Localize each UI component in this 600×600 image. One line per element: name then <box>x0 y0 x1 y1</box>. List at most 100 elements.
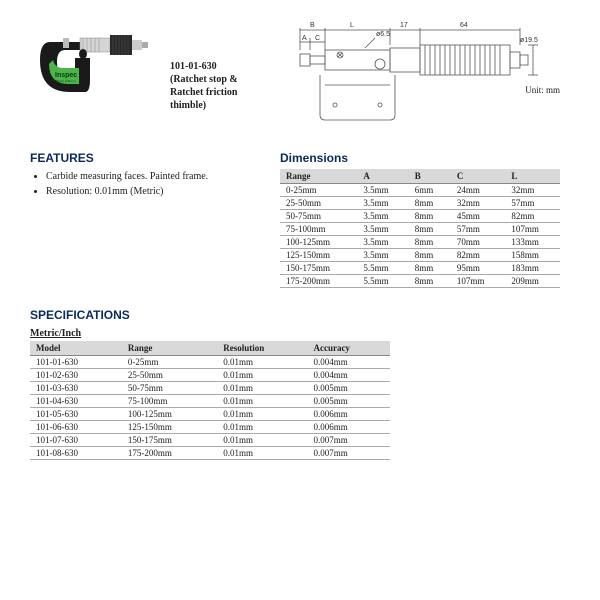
table-cell: 82mm <box>505 210 560 223</box>
specifications-section: SPECIFICATIONS Metric/Inch ModelRangeRes… <box>30 308 570 460</box>
table-cell: 0.006mm <box>307 421 390 434</box>
table-cell: 0.01mm <box>217 382 307 395</box>
specs-table: ModelRangeResolutionAccuracy 101-01-6300… <box>30 341 390 460</box>
table-cell: 57mm <box>451 223 506 236</box>
table-cell: 101-04-630 <box>30 395 122 408</box>
table-cell: 150-175mm <box>122 434 217 447</box>
table-cell: 70mm <box>451 236 506 249</box>
table-cell: 75-100mm <box>280 223 357 236</box>
table-cell: 0.01mm <box>217 421 307 434</box>
table-cell: 175-200mm <box>280 275 357 288</box>
table-cell: 133mm <box>505 236 560 249</box>
table-cell: 8mm <box>409 197 451 210</box>
table-cell: 0.01mm <box>217 369 307 382</box>
table-cell: 3.5mm <box>357 197 408 210</box>
table-cell: 209mm <box>505 275 560 288</box>
table-cell: 0.01mm <box>217 356 307 369</box>
table-cell: 107mm <box>451 275 506 288</box>
svg-text:64: 64 <box>460 22 468 29</box>
table-cell: 8mm <box>409 249 451 262</box>
table-cell: 8mm <box>409 210 451 223</box>
svg-text:B: B <box>310 22 315 29</box>
table-header: Accuracy <box>307 341 390 356</box>
micrometer-icon: Inspec 0-25mm 0.01mm <box>35 20 155 100</box>
model-number: 101-01-630 <box>170 60 270 73</box>
table-header: B <box>409 169 451 184</box>
table-header: Resolution <box>217 341 307 356</box>
table-cell: 8mm <box>409 223 451 236</box>
table-cell: 82mm <box>451 249 506 262</box>
table-cell: 101-05-630 <box>30 408 122 421</box>
table-row: 101-08-630175-200mm0.01mm0.007mm <box>30 447 390 460</box>
table-header: Model <box>30 341 122 356</box>
table-row: 101-06-630125-150mm0.01mm0.006mm <box>30 421 390 434</box>
table-cell: 183mm <box>505 262 560 275</box>
table-row: 101-07-630150-175mm0.01mm0.007mm <box>30 434 390 447</box>
table-row: 101-05-630100-125mm0.01mm0.006mm <box>30 408 390 421</box>
table-cell: 101-03-630 <box>30 382 122 395</box>
table-row: 101-02-63025-50mm0.01mm0.004mm <box>30 369 390 382</box>
table-cell: 3.5mm <box>357 210 408 223</box>
product-photo: Inspec 0-25mm 0.01mm <box>30 20 160 133</box>
table-cell: 45mm <box>451 210 506 223</box>
table-cell: 3.5mm <box>357 249 408 262</box>
table-cell: 0.004mm <box>307 369 390 382</box>
table-row: 75-100mm3.5mm8mm57mm107mm <box>280 223 560 236</box>
dimensions-title: Dimensions <box>280 151 570 165</box>
table-cell: 0.01mm <box>217 395 307 408</box>
table-cell: 101-07-630 <box>30 434 122 447</box>
features-title: FEATURES <box>30 151 260 165</box>
table-row: 101-04-63075-100mm0.01mm0.005mm <box>30 395 390 408</box>
svg-text:L: L <box>350 22 354 29</box>
svg-text:ø19.5: ø19.5 <box>520 37 538 44</box>
table-cell: 125-150mm <box>280 249 357 262</box>
table-cell: 25-50mm <box>122 369 217 382</box>
features-section: FEATURES Carbide measuring faces. Painte… <box>30 151 260 288</box>
table-cell: 101-01-630 <box>30 356 122 369</box>
table-cell: 101-06-630 <box>30 421 122 434</box>
table-row: 175-200mm5.5mm8mm107mm209mm <box>280 275 560 288</box>
svg-text:C: C <box>315 35 320 42</box>
table-cell: 0-25mm <box>122 356 217 369</box>
table-cell: 0.005mm <box>307 382 390 395</box>
table-cell: 8mm <box>409 262 451 275</box>
table-cell: 0.01mm <box>217 408 307 421</box>
table-cell: 0.01mm <box>217 434 307 447</box>
table-cell: 175-200mm <box>122 447 217 460</box>
table-cell: 32mm <box>505 184 560 197</box>
table-cell: 75-100mm <box>122 395 217 408</box>
table-cell: 95mm <box>451 262 506 275</box>
table-cell: 8mm <box>409 275 451 288</box>
table-cell: 3.5mm <box>357 236 408 249</box>
table-cell: 32mm <box>451 197 506 210</box>
svg-text:ø6.5: ø6.5 <box>376 31 390 38</box>
top-row: Inspec 0-25mm 0.01mm 10 <box>30 20 570 133</box>
table-cell: 101-08-630 <box>30 447 122 460</box>
features-dimensions-row: FEATURES Carbide measuring faces. Painte… <box>30 151 570 288</box>
table-cell: 100-125mm <box>122 408 217 421</box>
dimension-diagram: B L ø6.5 17 64 A C ø19.5 Unit: mm <box>280 20 570 133</box>
table-row: 125-150mm3.5mm8mm82mm158mm <box>280 249 560 262</box>
table-header: Range <box>122 341 217 356</box>
svg-text:17: 17 <box>400 22 408 29</box>
specs-title: SPECIFICATIONS <box>30 308 570 322</box>
table-header: L <box>505 169 560 184</box>
table-cell: 3.5mm <box>357 184 408 197</box>
specs-subtitle: Metric/Inch <box>30 328 570 339</box>
product-label: 101-01-630 (Ratchet stop & Ratchet frict… <box>170 20 270 133</box>
feature-item: Carbide measuring faces. Painted frame. <box>46 169 260 184</box>
diagram-svg: B L ø6.5 17 64 A C ø19.5 <box>280 20 540 130</box>
table-row: 50-75mm3.5mm8mm45mm82mm <box>280 210 560 223</box>
table-cell: 150-175mm <box>280 262 357 275</box>
table-row: 150-175mm5.5mm8mm95mm183mm <box>280 262 560 275</box>
table-cell: 50-75mm <box>280 210 357 223</box>
table-row: 25-50mm3.5mm8mm32mm57mm <box>280 197 560 210</box>
dimensions-table: RangeABCL 0-25mm3.5mm6mm24mm32mm25-50mm3… <box>280 169 560 288</box>
table-header: C <box>451 169 506 184</box>
table-cell: 8mm <box>409 236 451 249</box>
table-row: 101-01-6300-25mm0.01mm0.004mm <box>30 356 390 369</box>
table-cell: 0.007mm <box>307 434 390 447</box>
unit-label: Unit: mm <box>525 85 560 95</box>
table-row: 100-125mm3.5mm8mm70mm133mm <box>280 236 560 249</box>
table-cell: 125-150mm <box>122 421 217 434</box>
